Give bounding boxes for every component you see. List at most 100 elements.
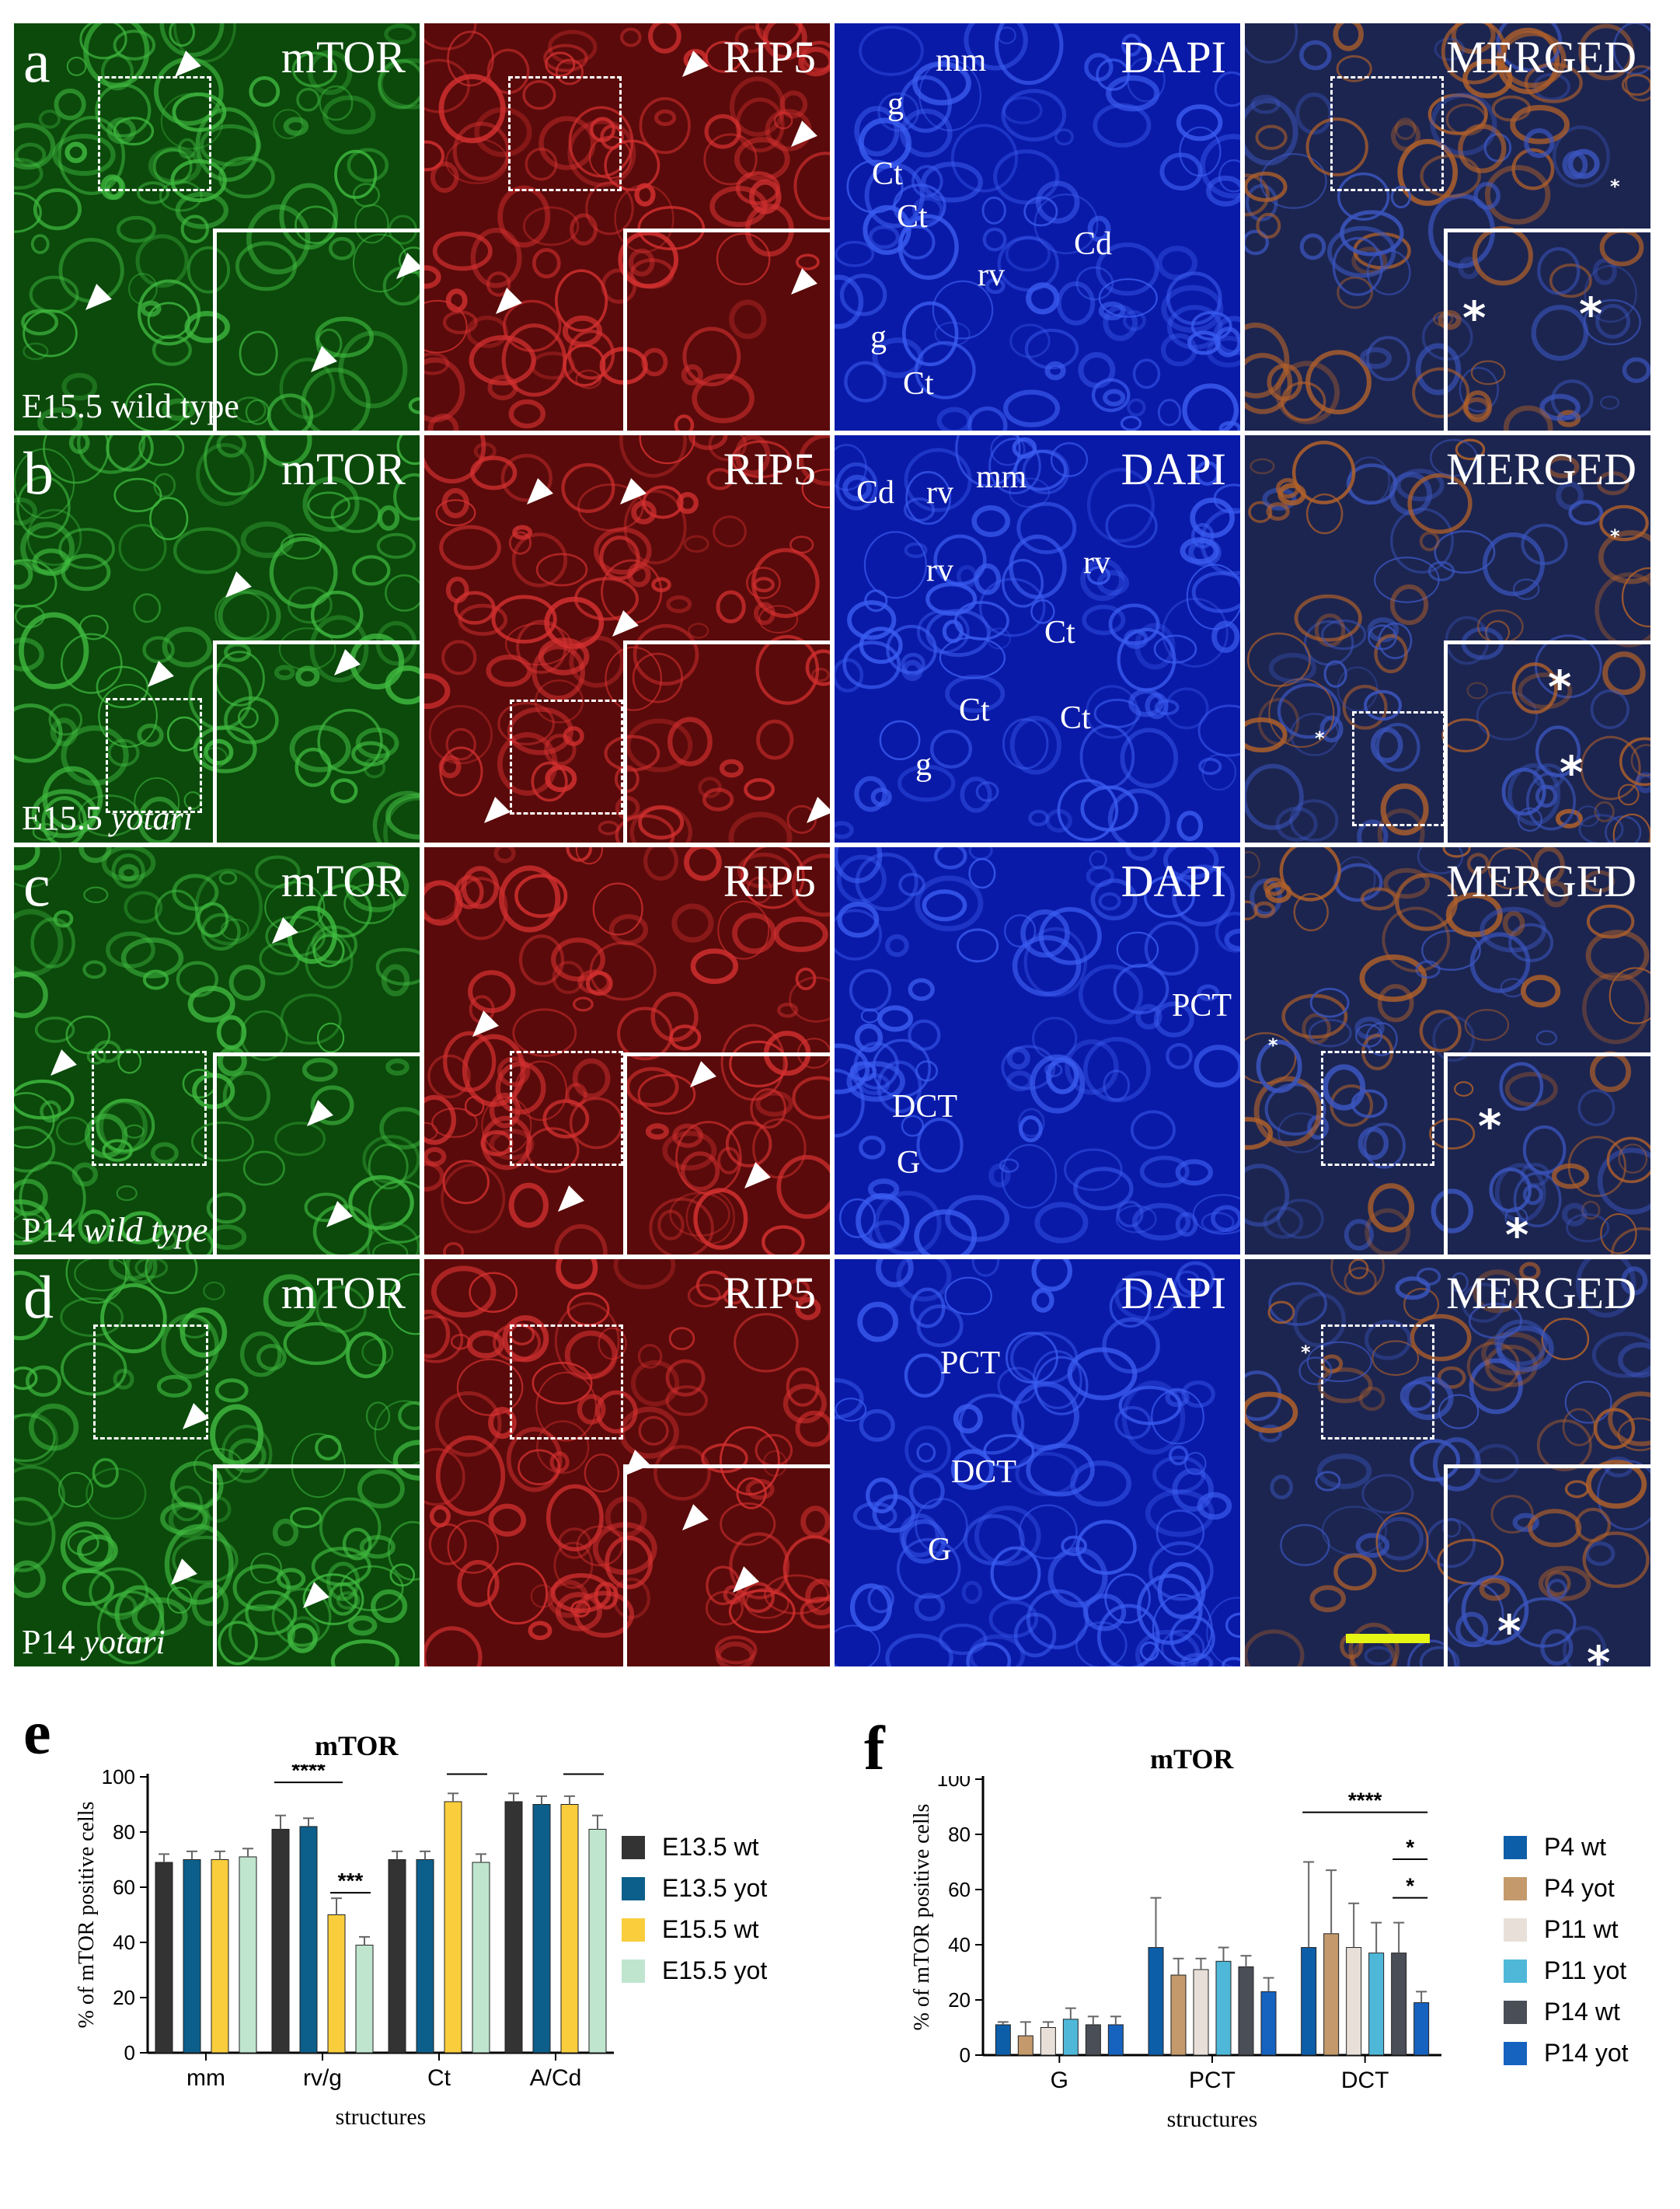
significance-stars: *	[1406, 1874, 1414, 1898]
micrograph-b-mtor: mTOR b E15.5 yotari	[14, 435, 420, 843]
zoom-inset	[213, 640, 420, 843]
legend-item: P14 yot	[1504, 2033, 1629, 2074]
asterisk-marker: *	[1268, 1034, 1278, 1056]
chart-f-legend: P4 wt P4 yot P11 wt P11 yot P14 wt P14 yot	[1504, 1827, 1629, 2074]
legend-swatch	[1504, 1835, 1527, 1859]
asterisk-marker: *	[1462, 291, 1487, 345]
row-letter: a	[23, 27, 51, 95]
bar	[1017, 2035, 1033, 2056]
structure-label: g	[915, 747, 932, 783]
bar	[1238, 1966, 1254, 2056]
region-of-interest-box	[1321, 1051, 1434, 1166]
legend-item: E13.5 yot	[622, 1868, 767, 1909]
asterisk-marker: *	[1505, 1209, 1529, 1255]
structure-label: G	[928, 1532, 952, 1568]
structure-label: Ct	[1060, 700, 1091, 736]
legend-swatch	[1504, 1876, 1527, 1900]
channel-label: DAPI	[1121, 444, 1226, 494]
chart-f-title: mTOR	[1150, 1743, 1234, 1775]
significance-stars: ****	[291, 1764, 326, 1782]
region-of-interest-box	[510, 1051, 623, 1166]
legend-swatch	[622, 1876, 645, 1900]
legend-label: P14 yot	[1544, 2039, 1629, 2067]
x-tick-label: DCT	[1341, 2068, 1389, 2093]
chart-e: 0 20 40 60 80 100% of mTOR positive cells stru…	[75, 1764, 614, 2130]
condition-label: P14 yotari	[22, 1623, 166, 1661]
bar	[388, 1859, 406, 2054]
x-axis-label: structures	[336, 2104, 427, 2130]
scale-bar	[1346, 1634, 1430, 1643]
channel-label: mTOR	[281, 444, 406, 494]
channel-label: RIP5	[723, 444, 816, 494]
bar	[327, 1914, 346, 2054]
region-of-interest-box	[1352, 711, 1445, 826]
condition-label: E15.5 wild type	[22, 387, 239, 425]
structure-label: PCT	[1172, 988, 1232, 1024]
bar	[1368, 1953, 1385, 2056]
bar	[1193, 1969, 1209, 2056]
chart-f: 0 20 40 60 80 100% of mTOR positive cells stru…	[910, 1776, 1441, 2132]
structure-label: G	[897, 1145, 921, 1181]
channel-label: MERGED	[1446, 1268, 1636, 1318]
structure-label: DCT	[951, 1454, 1016, 1490]
structure-label: mm	[976, 459, 1027, 495]
bar	[1346, 1947, 1362, 2056]
y-tick-label: 0	[960, 2043, 971, 2067]
asterisk-marker: *	[1478, 1100, 1502, 1153]
structure-label: rv	[926, 475, 953, 511]
micrograph-d-rip5: RIP5	[424, 1259, 830, 1666]
micrograph-a-mtor: mTOR a E15.5 wild type	[14, 23, 420, 431]
zoom-inset	[213, 1052, 420, 1255]
channel-label: RIP5	[723, 32, 816, 82]
bar	[211, 1859, 229, 2054]
bar	[271, 1828, 290, 2054]
channel-label: MERGED	[1446, 32, 1636, 82]
channel-label: MERGED	[1446, 856, 1636, 906]
bar	[1148, 1947, 1164, 2056]
y-tick-label: 60	[948, 1878, 971, 1901]
legend-swatch	[622, 1835, 645, 1859]
legend-item: P4 yot	[1504, 1868, 1629, 1909]
bar	[532, 1804, 551, 2054]
zoom-inset	[1444, 640, 1650, 843]
channel-label: DAPI	[1121, 32, 1226, 82]
region-of-interest-box	[106, 698, 202, 813]
region-of-interest-box	[92, 1051, 207, 1166]
bar	[239, 1856, 257, 2054]
bar	[183, 1859, 201, 2054]
significance-stars: ****	[450, 1764, 484, 1774]
x-axis-label: structures	[1167, 2106, 1258, 2132]
legend-item: E13.5 wt	[622, 1827, 767, 1868]
zoom-inset	[623, 229, 830, 431]
legend-label: E13.5 wt	[662, 1833, 759, 1861]
asterisk-marker: *	[1315, 727, 1325, 749]
channel-label: mTOR	[281, 1268, 406, 1318]
structure-label: Ct	[897, 199, 928, 235]
asterisk-marker: *	[1560, 746, 1584, 800]
asterisk-marker: *	[1301, 1341, 1311, 1363]
row-letter: d	[23, 1263, 54, 1331]
micrograph-c-mtor: mTOR c P14 wild type	[14, 847, 420, 1255]
bar	[588, 1828, 607, 2054]
micrograph-b-merged: MERGED * * * *	[1245, 435, 1650, 843]
condition-label: E15.5 yotari	[22, 799, 193, 837]
structure-label: mm	[936, 43, 987, 79]
structure-label: rv	[1083, 545, 1110, 581]
region-of-interest-box	[1321, 1324, 1434, 1440]
zoom-inset	[623, 640, 830, 843]
zoom-inset	[623, 1052, 830, 1255]
x-tick-label: PCT	[1189, 2068, 1236, 2093]
x-tick-label: Ct	[427, 2065, 451, 2091]
bar	[1323, 1933, 1340, 2056]
micrograph-d-mtor: mTOR d P14 yotari	[14, 1259, 420, 1666]
micrograph-a-dapi: DAPI g Ct Ct rv Cd g Ct mm	[835, 23, 1240, 431]
legend-swatch	[1504, 1959, 1527, 1983]
channel-label: RIP5	[723, 1268, 816, 1318]
bar	[444, 1801, 462, 2054]
bar	[1085, 2024, 1101, 2056]
y-tick-label: 80	[113, 1820, 135, 1844]
structure-label: Ct	[903, 366, 934, 402]
significance-stars: ****	[1348, 1788, 1382, 1813]
legend-swatch	[1504, 1918, 1527, 1942]
y-tick-label: 40	[113, 1931, 135, 1954]
